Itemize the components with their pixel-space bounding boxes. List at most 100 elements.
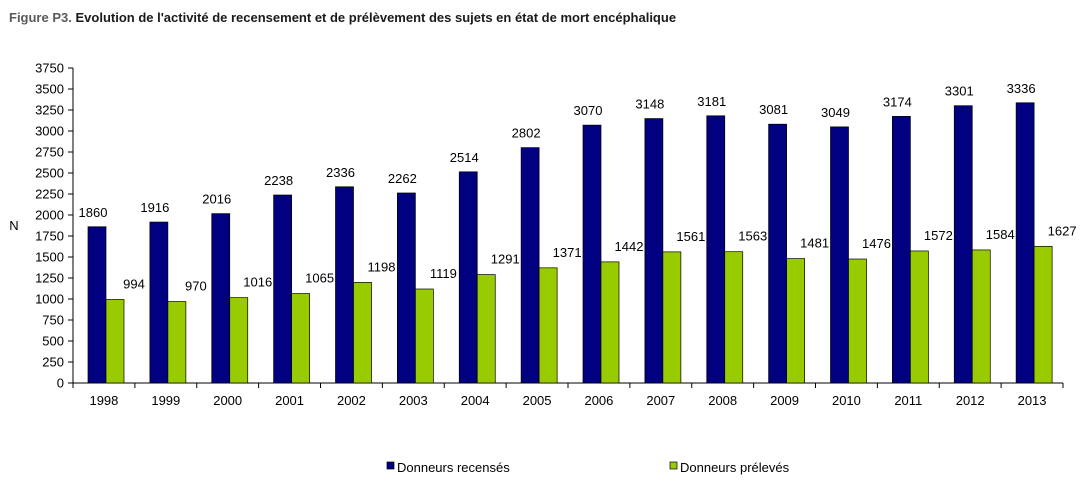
- bar-donneurs-recenses: [149, 221, 169, 384]
- figure-title: Figure P3. Evolution de l'activité de re…: [9, 10, 676, 25]
- bar-donneurs-preleves: [105, 299, 125, 384]
- x-tick-label: 2011: [894, 393, 922, 408]
- bar-donneurs-preleves: [1033, 245, 1053, 384]
- y-tick-label: 3250: [35, 103, 64, 118]
- data-label-preleves: 1481: [800, 236, 829, 251]
- y-tick-label: 2750: [35, 145, 64, 160]
- bar-donneurs-preleves: [600, 261, 620, 384]
- legend-swatch: [669, 461, 678, 470]
- data-label-recenses: 2262: [388, 171, 417, 186]
- y-tick-label: 750: [42, 313, 64, 328]
- bar-donneurs-preleves: [476, 274, 496, 384]
- data-label-recenses: 1916: [140, 200, 169, 215]
- x-tick-label: 2013: [1018, 393, 1047, 408]
- data-label-recenses: 2514: [450, 150, 479, 165]
- legend-swatch: [386, 461, 395, 470]
- data-label-recenses: 1860: [79, 205, 108, 220]
- figure-prefix: Figure P3.: [9, 10, 72, 25]
- data-label-recenses: 3049: [821, 105, 850, 120]
- x-tick-label: 2006: [584, 393, 613, 408]
- bar-donneurs-preleves: [786, 258, 805, 384]
- bar-donneurs-recenses: [520, 147, 540, 384]
- x-tick-label: 2000: [213, 393, 242, 408]
- y-tick-label: 250: [42, 355, 64, 370]
- data-label-preleves: 1442: [615, 239, 644, 254]
- bar-donneurs-recenses: [582, 124, 602, 384]
- x-tick-label: 1998: [89, 393, 118, 408]
- bar-donneurs-recenses: [1015, 102, 1035, 384]
- bar-donneurs-preleves: [971, 249, 991, 384]
- data-label-recenses: 3181: [697, 94, 726, 109]
- data-label-recenses: 3336: [1007, 81, 1036, 96]
- data-label-preleves: 1016: [243, 275, 272, 290]
- x-tick-label: 2010: [832, 393, 861, 408]
- bar-donneurs-recenses: [273, 194, 292, 384]
- data-label-recenses: 2016: [202, 192, 231, 207]
- data-label-recenses: 3301: [945, 84, 974, 99]
- y-tick-label: 2500: [35, 166, 64, 181]
- bar-donneurs-recenses: [892, 116, 911, 384]
- bar-donneurs-recenses: [644, 118, 664, 384]
- data-label-recenses: 2238: [264, 173, 293, 188]
- x-tick-label: 2002: [337, 393, 366, 408]
- y-axis-label: N: [9, 218, 18, 233]
- data-label-recenses: 2336: [326, 165, 355, 180]
- figure-title-text: Evolution de l'activité de recensement e…: [75, 10, 677, 25]
- data-label-preleves: 1119: [430, 266, 457, 281]
- x-tick-label: 2007: [646, 393, 675, 408]
- data-label-preleves: 1065: [305, 271, 334, 286]
- data-label-preleves: 1371: [553, 245, 582, 260]
- data-label-recenses: 3148: [635, 97, 664, 112]
- data-label-recenses: 2802: [512, 126, 541, 141]
- bar-donneurs-preleves: [910, 250, 929, 384]
- x-tick-label: 2008: [708, 393, 737, 408]
- bar-donneurs-preleves: [415, 288, 434, 384]
- data-label-preleves: 1198: [368, 259, 396, 274]
- x-tick-label: 1999: [151, 393, 180, 408]
- data-label-preleves: 994: [123, 277, 145, 292]
- y-tick-label: 1250: [35, 271, 64, 286]
- bar-donneurs-preleves: [353, 282, 372, 384]
- data-label-recenses: 3174: [883, 94, 912, 109]
- bar-donneurs-preleves: [848, 258, 867, 384]
- data-label-preleves: 1584: [986, 227, 1015, 242]
- data-label-recenses: 3070: [574, 103, 603, 118]
- y-tick-label: 1500: [35, 250, 64, 265]
- bar-donneurs-preleves: [538, 267, 558, 384]
- y-tick-label: 3750: [35, 61, 64, 76]
- data-label-preleves: 1291: [491, 252, 520, 267]
- y-tick-label: 3000: [35, 124, 64, 139]
- x-tick-label: 2009: [770, 393, 799, 408]
- bar-donneurs-preleves: [724, 251, 744, 384]
- bar-donneurs-recenses: [211, 213, 231, 384]
- data-label-preleves: 1476: [862, 236, 891, 251]
- legend-label: Donneurs prélevés: [680, 460, 790, 475]
- x-tick-label: 2005: [523, 393, 552, 408]
- data-label-preleves: 1627: [1048, 223, 1077, 238]
- bar-donneurs-recenses: [953, 105, 973, 384]
- bar-donneurs-preleves: [662, 251, 682, 384]
- data-label-preleves: 970: [185, 279, 207, 294]
- y-tick-label: 2250: [35, 187, 64, 202]
- bar-donneurs-recenses: [768, 123, 787, 384]
- bar-donneurs-recenses: [397, 192, 416, 384]
- data-label-preleves: 1572: [924, 228, 953, 243]
- bar-donneurs-recenses: [706, 115, 726, 384]
- bar-donneurs-recenses: [458, 171, 478, 384]
- y-tick-label: 500: [42, 334, 64, 349]
- x-tick-label: 2012: [956, 393, 985, 408]
- data-label-preleves: 1561: [676, 229, 705, 244]
- y-tick-label: 0: [57, 376, 64, 391]
- data-label-preleves: 1563: [738, 229, 767, 244]
- y-tick-label: 1000: [35, 292, 64, 307]
- y-tick-label: 2000: [35, 208, 64, 223]
- x-tick-label: 2003: [399, 393, 428, 408]
- bar-donneurs-preleves: [167, 301, 187, 384]
- y-tick-label: 1750: [35, 229, 64, 244]
- x-tick-label: 2004: [461, 393, 490, 408]
- bar-donneurs-recenses: [87, 226, 107, 384]
- bar-donneurs-preleves: [229, 297, 249, 384]
- y-tick-label: 3500: [35, 82, 64, 97]
- legend-label: Donneurs recensés: [397, 460, 510, 475]
